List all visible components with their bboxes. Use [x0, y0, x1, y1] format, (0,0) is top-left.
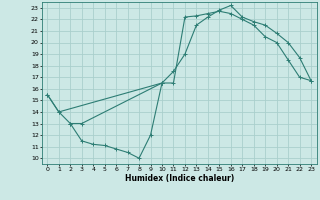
X-axis label: Humidex (Indice chaleur): Humidex (Indice chaleur): [124, 174, 234, 183]
